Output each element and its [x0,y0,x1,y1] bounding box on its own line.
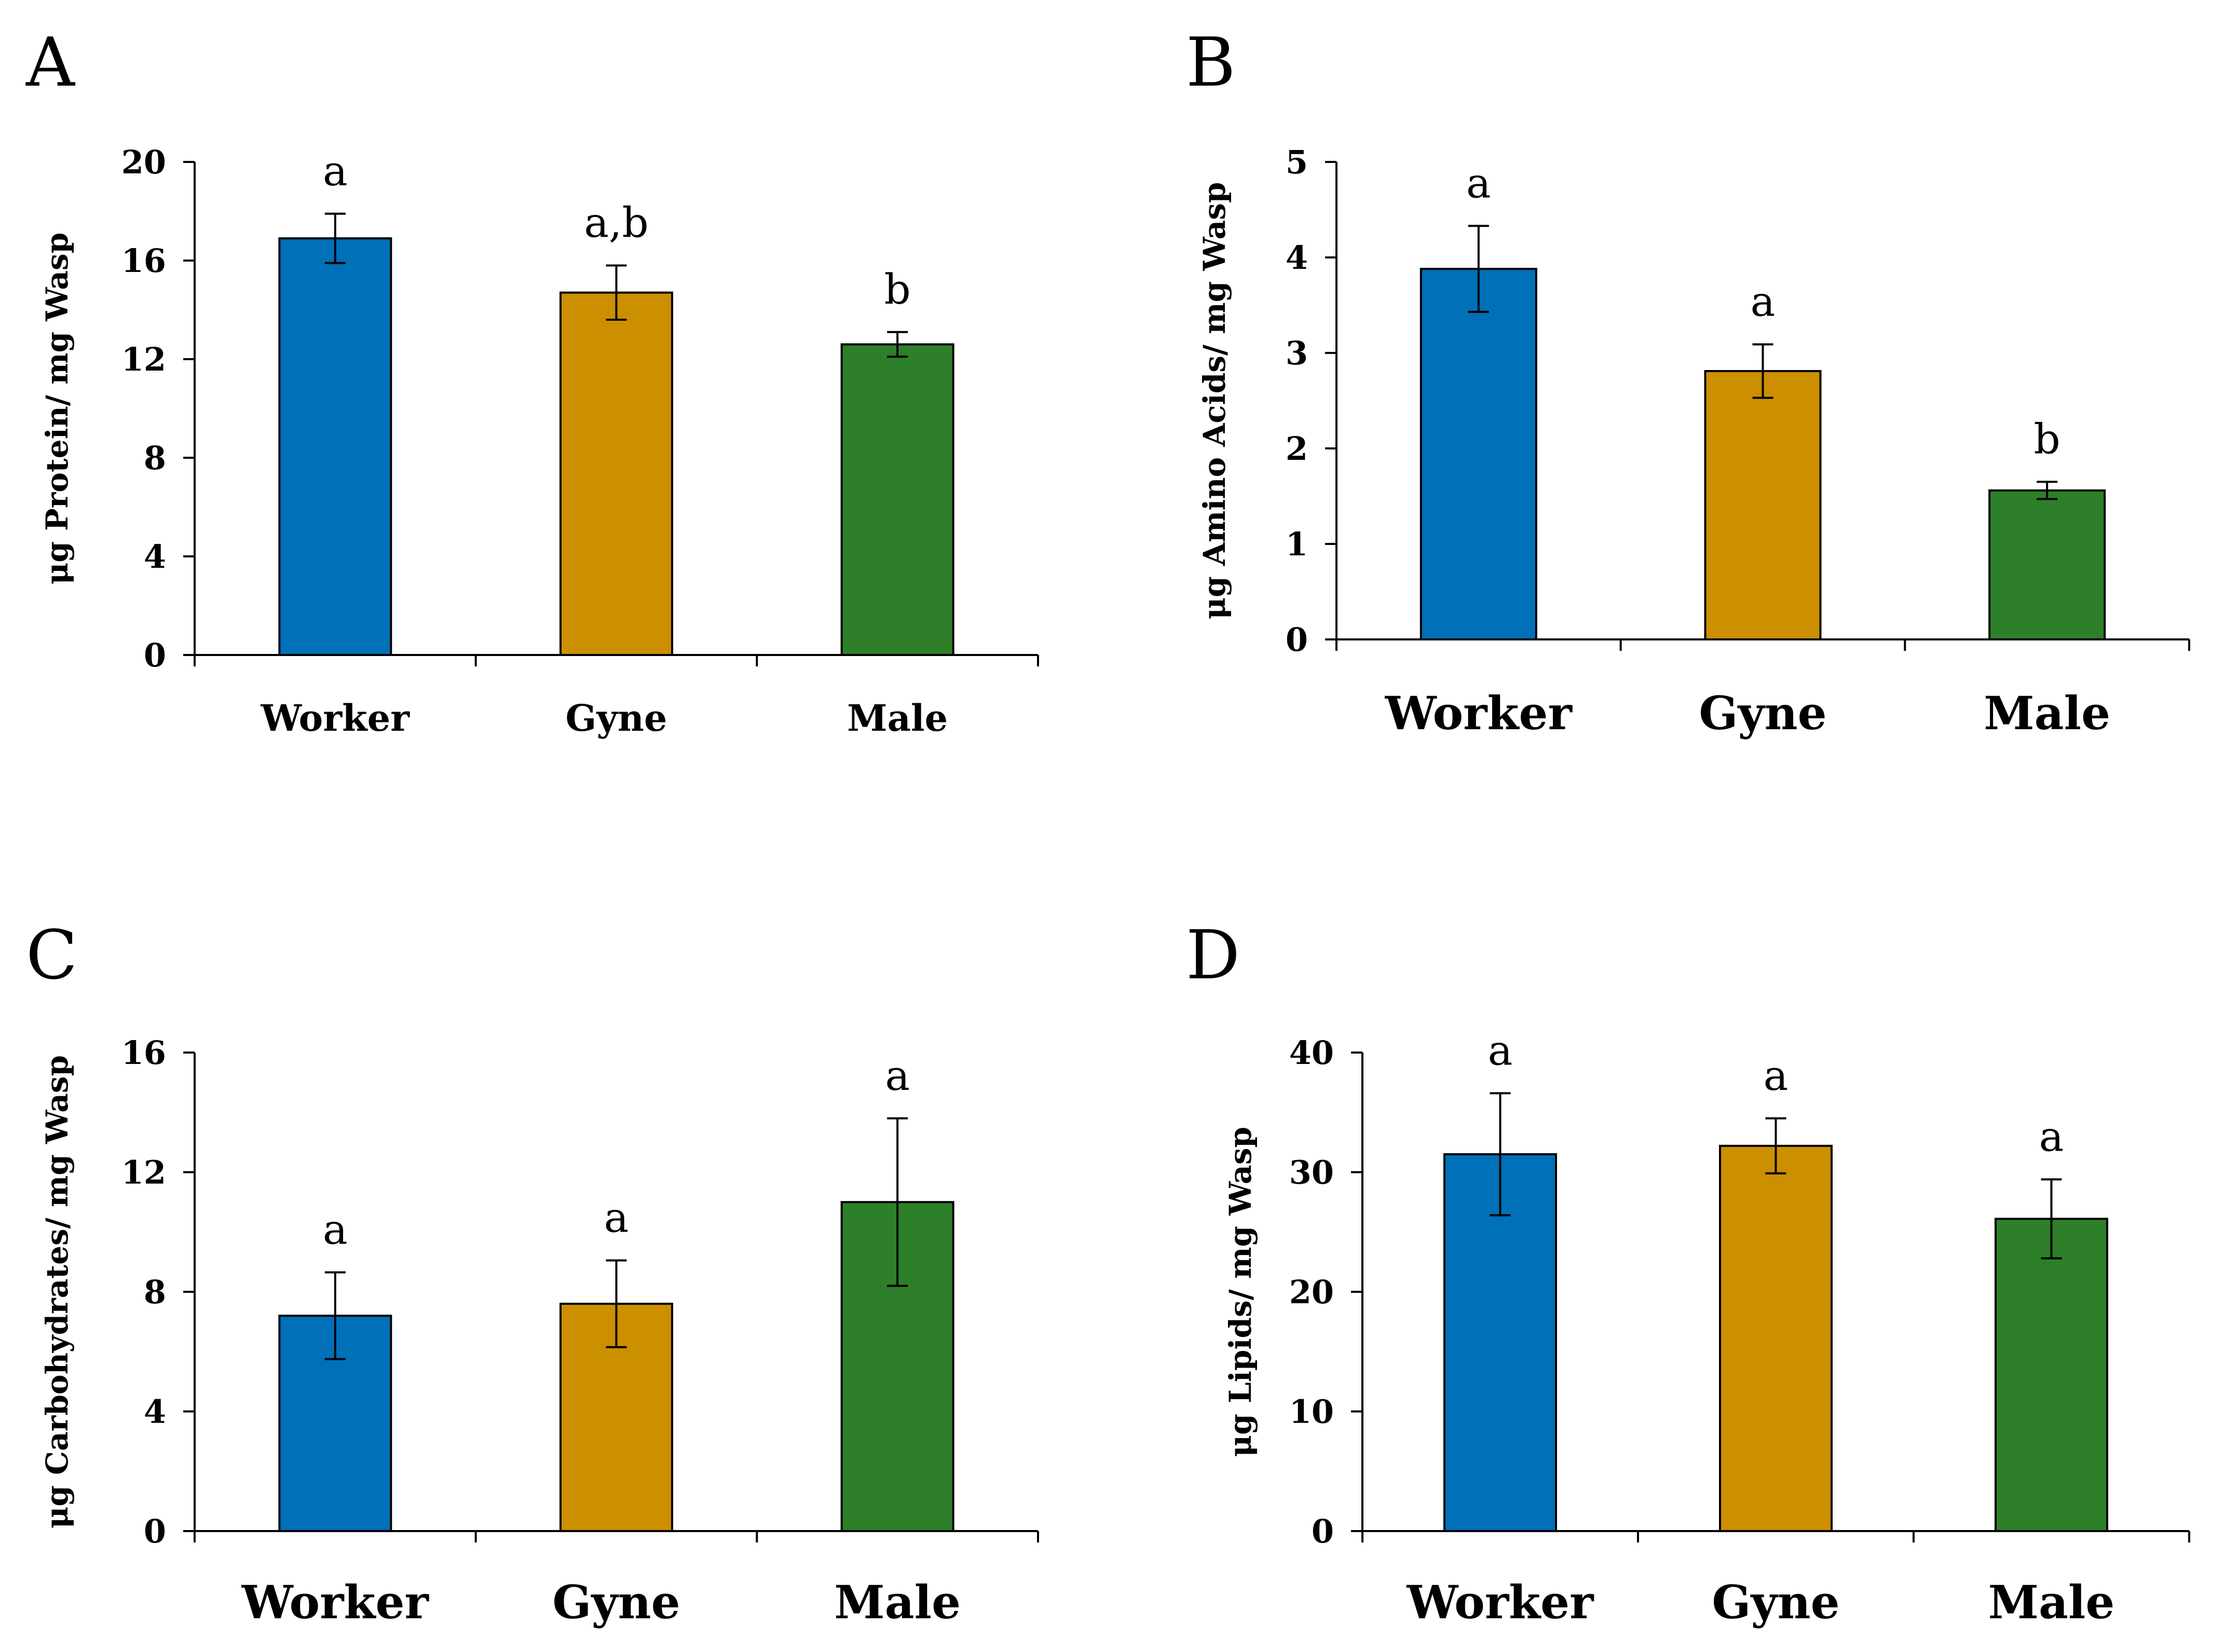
panel-D: D 0 10 20 30 40 μg Lipids/ mg Wasp a Worker a Gyne… [1186,916,2190,1629]
bar-worker [278,237,392,656]
y-tick-label: 40 [1289,1034,1334,1072]
bar-gyne [559,291,673,656]
y-axis-label: μg Amino Acids/ mg Wasp [1197,182,1232,620]
significance-label: b [884,265,911,313]
panel-label: D [1186,916,1240,994]
y-tick-label: 5 [1286,143,1308,181]
x-category-label: Gyne [1699,686,1826,740]
significance-label: b [2034,415,2060,463]
y-tick-label: 8 [144,439,166,477]
x-category-label: Male [1988,1575,2115,1629]
y-tick-label: 0 [144,1512,166,1550]
x-category-label: Male [847,697,948,740]
panel-C: C 0 4 8 12 16 μg Carbohydrates/ mg Wasp a Worker… [26,916,1039,1629]
y-tick-label: 30 [1289,1154,1334,1192]
x-category-label: Gyne [552,1575,680,1629]
y-axis-label: μg Protein/ mg Wasp [39,233,75,584]
x-category-label: Worker [1406,1575,1594,1629]
y-tick-label: 20 [1289,1273,1334,1311]
significance-label: a,b [584,199,648,247]
x-category-label: Male [1984,686,2110,740]
y-tick-label: 2 [1286,430,1308,468]
x-category-label: Gyne [566,697,667,740]
bar-worker [1443,1153,1557,1533]
y-tick-label: 10 [1289,1393,1334,1431]
y-tick-label: 0 [144,636,166,674]
significance-label: a [1466,159,1491,207]
panel-label: C [26,916,77,994]
y-tick-label: 8 [144,1273,166,1311]
bar-gyne [1704,370,1822,640]
x-category-label: Worker [1385,686,1573,740]
x-category-label: Gyne [1712,1575,1839,1629]
significance-label: a [2039,1112,2064,1161]
x-category-label: Worker [261,697,411,740]
y-tick-label: 0 [1286,621,1308,659]
panel-label: B [1186,23,1236,102]
y-tick-label: 4 [144,1393,166,1431]
bar-male [840,343,954,656]
y-tick-label: 1 [1286,525,1308,563]
y-tick-label: 16 [121,1034,166,1072]
significance-label: a [885,1052,910,1100]
significance-label: a [1488,1026,1513,1074]
y-tick-label: 4 [144,538,166,576]
bar-worker [1419,268,1537,640]
significance-label: a [604,1193,629,1241]
significance-label: a [1751,277,1776,325]
significance-label: a [323,147,348,195]
y-tick-label: 0 [1312,1512,1334,1550]
bar-male [1995,1218,2108,1532]
significance-label: a [323,1206,348,1254]
panel-B: B 0 1 2 3 4 5 μg Amino Acids/ mg Wasp a Worker a Gy… [1186,23,2190,740]
x-category-label: Male [834,1575,961,1629]
significance-label: a [1764,1052,1789,1100]
x-category-label: Worker [241,1575,430,1629]
panel-A: A 0 4 8 12 16 20 μg Protein/ mg Wasp a Worker a,b G… [25,23,1039,740]
y-axis-label: μg Lipids/ mg Wasp [1223,1127,1258,1457]
y-tick-label: 12 [121,1154,166,1192]
bar-gyne [1719,1144,1833,1533]
y-tick-label: 16 [121,242,166,280]
y-axis-label: μg Carbohydrates/ mg Wasp [39,1055,75,1528]
bar-male [1988,489,2106,641]
y-tick-label: 4 [1286,239,1308,277]
y-tick-label: 12 [121,340,166,378]
panel-label: A [25,23,76,102]
y-tick-label: 20 [121,143,166,181]
y-tick-label: 3 [1286,334,1308,372]
